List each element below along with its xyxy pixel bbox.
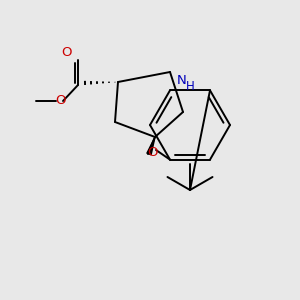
Text: N: N	[177, 74, 187, 86]
Text: O: O	[61, 46, 71, 59]
Text: H: H	[186, 80, 195, 92]
Text: O: O	[56, 94, 66, 107]
Text: O: O	[147, 146, 157, 158]
Polygon shape	[147, 137, 155, 155]
